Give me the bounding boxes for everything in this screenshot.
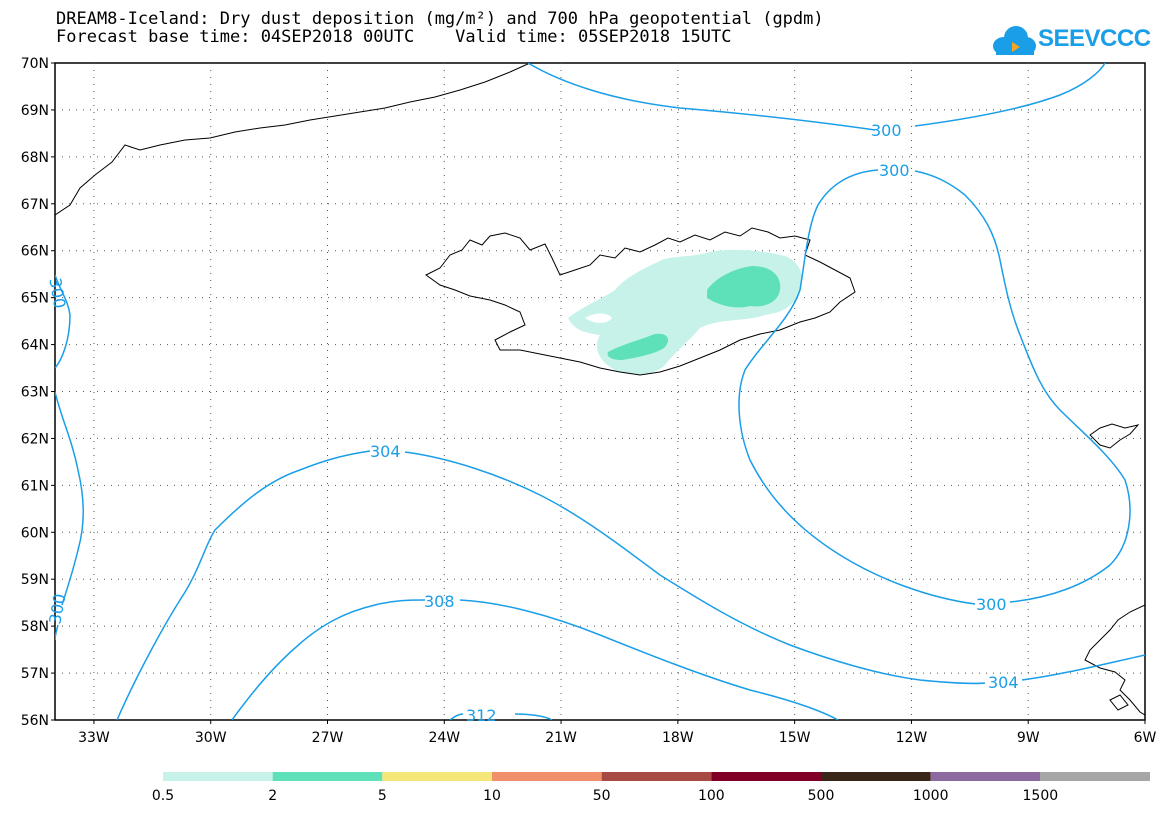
- lon-tick-label: 21W: [545, 730, 577, 746]
- contour-label: 300: [45, 276, 69, 309]
- lat-tick-label: 56N: [21, 713, 49, 729]
- legend-label: 10: [483, 788, 501, 804]
- coastline-scotland-islands: [1109, 694, 1129, 711]
- lat-tick-label: 66N: [21, 244, 49, 260]
- latitude-axis: 70N 69N 68N 67N 66N 65N 64N 63N 62N 61N 60N 59N 58N 5…: [21, 56, 55, 729]
- deposition-area-low-hole: [585, 313, 612, 323]
- legend-swatch: [163, 772, 273, 781]
- legend-label: 2: [268, 788, 277, 804]
- contour-label: 300: [976, 595, 1007, 614]
- contour-300-east-loop: [738, 169, 1131, 605]
- map-subtitle: Forecast base time: 04SEP2018 00UTC Vali…: [56, 27, 732, 47]
- legend-swatch: [930, 772, 1041, 781]
- lat-tick-label: 63N: [21, 385, 49, 401]
- contour-label: 312: [466, 706, 497, 725]
- legend-swatch: [382, 772, 492, 781]
- lon-tick-label: 12W: [896, 730, 928, 746]
- seevccc-logo: SEEVCCC: [990, 20, 1151, 60]
- lat-tick-label: 70N: [21, 56, 49, 72]
- lon-tick-label: 18W: [662, 730, 694, 746]
- lat-tick-label: 69N: [21, 103, 49, 119]
- coastline-greenland: [55, 63, 531, 216]
- geopotential-contours: [55, 63, 1145, 720]
- lat-tick-label: 68N: [21, 150, 49, 166]
- lat-tick-label: 58N: [21, 619, 49, 635]
- coastline-iceland: [425, 227, 856, 376]
- dust-deposition: [568, 249, 802, 375]
- logo-text: SEEVCCC: [1038, 25, 1151, 52]
- contour-label: 304: [370, 442, 401, 461]
- legend-label: 1500: [1023, 788, 1059, 804]
- map-title: DREAM8-Iceland: Dry dust deposition (mg/…: [56, 9, 824, 29]
- coastline-scotland: [1084, 604, 1145, 716]
- color-legend: 0.5 2 5 10 50 100 500 1000 1500: [152, 772, 1150, 804]
- contour-label: 300: [879, 161, 910, 180]
- contour-308: [231, 599, 839, 720]
- contour-312: [449, 713, 553, 720]
- contour-label: 304: [988, 673, 1019, 692]
- legend-swatch: [601, 772, 712, 781]
- lon-tick-label: 30W: [195, 730, 227, 746]
- legend-label: 0.5: [152, 788, 174, 804]
- legend-label: 5: [378, 788, 387, 804]
- lat-tick-label: 59N: [21, 572, 49, 588]
- lon-tick-label: 27W: [312, 730, 344, 746]
- legend-swatch: [711, 772, 821, 781]
- cloud-icon: [993, 26, 1036, 55]
- contour-300-north: [527, 63, 1106, 131]
- legend-label: 50: [593, 788, 611, 804]
- lon-tick-label: 9W: [1017, 730, 1040, 746]
- deposition-area-mid: [707, 266, 781, 308]
- legend-swatch: [821, 772, 931, 781]
- contour-300-west: [55, 274, 71, 369]
- contour-300-southwest: [55, 391, 84, 641]
- legend-label: 1000: [913, 788, 949, 804]
- lat-tick-label: 57N: [21, 666, 49, 682]
- contour-label: 308: [424, 592, 455, 611]
- contour-label: 300: [871, 121, 902, 140]
- lat-tick-label: 61N: [21, 478, 49, 494]
- legend-label: 500: [808, 788, 835, 804]
- lon-tick-label: 33W: [78, 730, 110, 746]
- legend-swatch: [492, 772, 602, 781]
- lat-tick-label: 65N: [21, 291, 49, 307]
- coastline-faroe-islands: [1089, 423, 1140, 449]
- contour-labels: 300 300 304 308 312 300 304 300 300: [45, 121, 1018, 725]
- lat-tick-label: 62N: [21, 431, 49, 447]
- lat-tick-label: 64N: [21, 338, 49, 354]
- lon-tick-label: 6W: [1134, 730, 1157, 746]
- lat-tick-label: 60N: [21, 525, 49, 541]
- legend-swatch: [272, 772, 383, 781]
- longitude-axis: 33W 30W 27W 24W 21W 18W 15W 12W 9W 6W: [78, 720, 1157, 746]
- lon-tick-label: 15W: [779, 730, 811, 746]
- legend-swatch: [1040, 772, 1150, 781]
- map-frame: [54, 62, 1146, 721]
- lon-tick-label: 24W: [428, 730, 460, 746]
- lat-tick-label: 67N: [21, 197, 49, 213]
- deposition-area-mid: [607, 333, 669, 360]
- contour-304: [116, 450, 1145, 720]
- legend-label: 100: [698, 788, 725, 804]
- coastlines: [55, 63, 1145, 716]
